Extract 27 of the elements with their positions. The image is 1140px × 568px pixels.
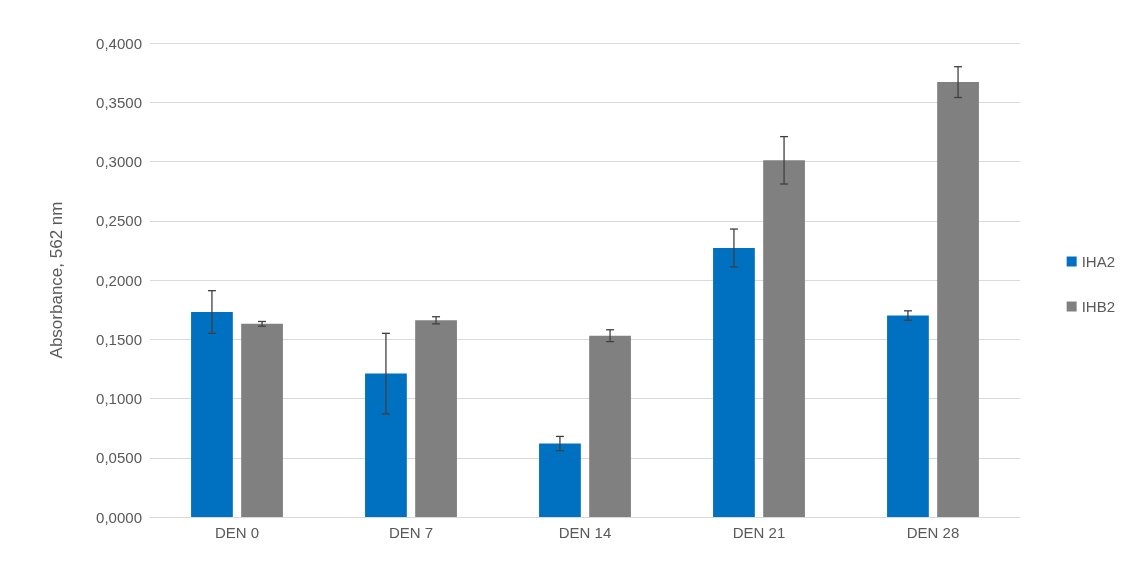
y-tick-label: 0,3000 (96, 153, 142, 170)
legend-label: IHA2 (1081, 253, 1116, 270)
y-tick-label: 0,0000 (96, 508, 142, 526)
x-tick-label: DEN 14 (558, 524, 612, 541)
bar (365, 373, 407, 517)
y-tick-label: 0,3500 (96, 93, 142, 111)
bar (937, 82, 979, 517)
x-tick-label: DEN 21 (732, 524, 786, 541)
legend-label: IHB2 (1081, 298, 1116, 315)
x-tick-label: DEN 28 (906, 524, 960, 541)
bar (589, 335, 631, 517)
bar (887, 315, 929, 517)
y-tick-label: 0,0500 (96, 449, 142, 467)
bar (415, 320, 457, 517)
y-tick-label: 0,2000 (96, 271, 142, 289)
bar (713, 248, 755, 517)
bar (763, 160, 805, 517)
y-tick-label: 0,4000 (96, 34, 142, 52)
x-tick-label: DEN 0 (214, 524, 260, 541)
y-tick-label: 0,2500 (96, 212, 142, 230)
bar (241, 323, 283, 517)
bar (539, 443, 581, 517)
bar (191, 312, 233, 517)
y-tick-label: 0,1500 (96, 330, 142, 348)
y-tick-label: 0,1000 (96, 390, 142, 407)
x-tick-label: DEN 7 (388, 524, 434, 541)
y-axis-title: Absorbance, 562 nm (47, 201, 66, 359)
